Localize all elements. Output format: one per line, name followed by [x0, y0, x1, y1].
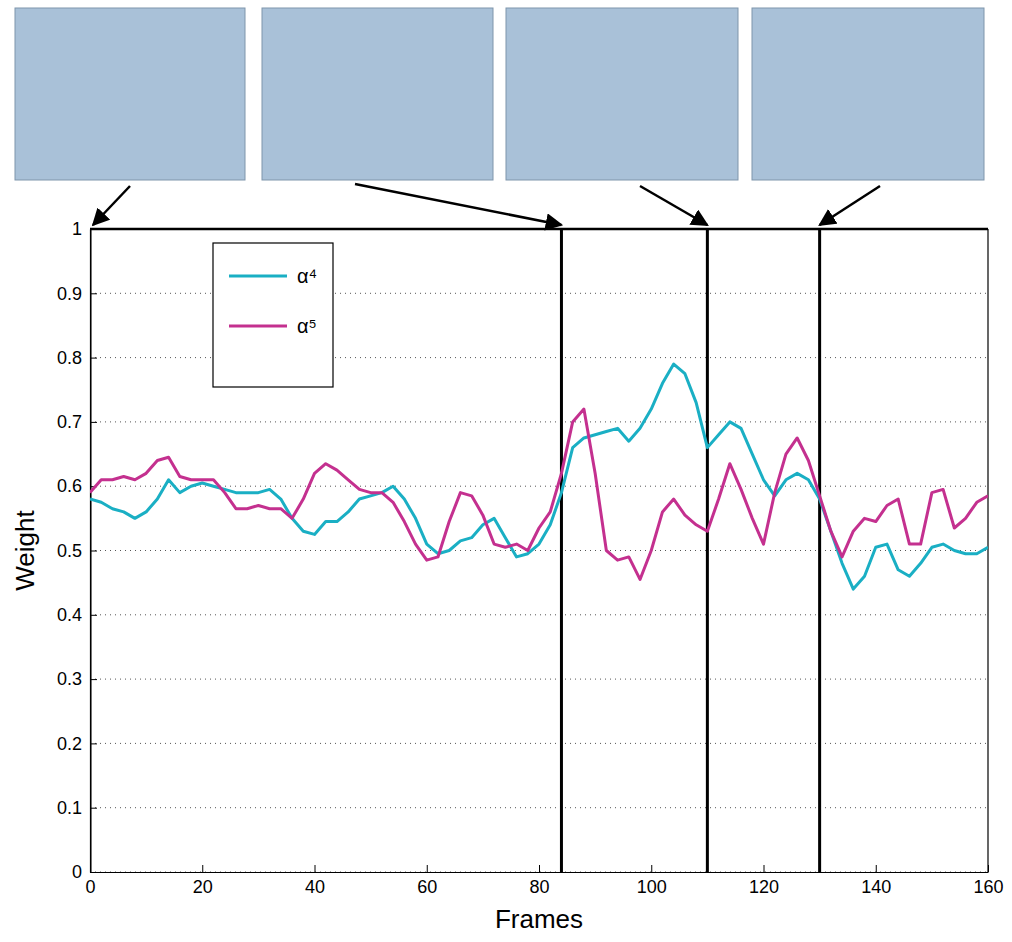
grid-line: [90, 421, 988, 422]
tick-mark: [539, 865, 540, 872]
tick: 80: [529, 865, 549, 897]
legend-box: [213, 243, 333, 387]
frame: [987, 229, 988, 872]
arrow: [640, 186, 707, 225]
tick-mark: [876, 865, 877, 872]
photo-placeholder: [506, 8, 738, 180]
grid: [90, 229, 988, 872]
tick-label: 1: [72, 219, 82, 239]
photo-placeholder: [15, 8, 245, 180]
tick-label: 100: [637, 877, 667, 897]
tick-label: 120: [749, 877, 779, 897]
legend-label: α⁴: [297, 265, 317, 287]
grid-line: [90, 229, 988, 230]
tick-label: 60: [417, 877, 437, 897]
grid-line: [90, 807, 988, 808]
tick-label: 140: [861, 877, 891, 897]
tick-mark: [764, 865, 765, 872]
frame-line: [818, 229, 821, 872]
tick-mark: [315, 865, 316, 872]
tick-label: 80: [529, 877, 549, 897]
tick: 0: [72, 862, 97, 882]
legend-swatch: [229, 325, 287, 328]
tick-mark: [202, 865, 203, 872]
tick-label: 0: [72, 862, 82, 882]
x-axis: 0 20 40 60 80 100 120 140 160: [85, 865, 1003, 897]
tick: 40: [305, 865, 325, 897]
tick-label: 0.4: [57, 605, 82, 625]
legend-label: α⁵: [297, 315, 317, 337]
series-line: [90, 409, 988, 579]
tick-label: 0.7: [57, 412, 82, 432]
photo-placeholder: [752, 8, 984, 180]
tick: 100: [637, 865, 667, 897]
arrow: [355, 184, 561, 225]
x-axis-title: Frames: [495, 904, 583, 934]
tick-label: 20: [193, 877, 213, 897]
frame-line: [706, 229, 709, 872]
grid-line: [90, 743, 988, 744]
photos: [15, 8, 984, 180]
frame-line: [560, 229, 563, 872]
chart: 0 20 40 60 80 100 120 140 160 0 0.1 0.2 0.3 0.4 0.5 0.6…: [0, 0, 1012, 942]
tick-mark: [90, 872, 97, 873]
tick-label: 0.3: [57, 669, 82, 689]
tick-mark: [651, 865, 652, 872]
tick: 140: [861, 865, 891, 897]
tick-mark: [427, 865, 428, 872]
photo-placeholder: [262, 8, 493, 180]
tick-label: 0.5: [57, 541, 82, 561]
grid-line: [90, 486, 988, 487]
tick-label: 0.8: [57, 348, 82, 368]
frame: [90, 228, 988, 231]
y-axis: 0 0.1 0.2 0.3 0.4 0.5 0.6 0.7 0.8 0.9 1: [57, 219, 97, 882]
legend: α⁴ α⁵: [213, 243, 333, 387]
axis-line: [90, 230, 91, 873]
tick-label: 0.9: [57, 284, 82, 304]
axis-line: [91, 872, 989, 873]
tick: 20: [193, 865, 213, 897]
tick-label: 0.1: [57, 798, 82, 818]
plot: 0 20 40 60 80 100 120 140 160 0 0.1 0.2 0.3 0.4 0.5 0.6…: [57, 219, 1004, 897]
tick-label: 40: [305, 877, 325, 897]
grid-line: [90, 679, 988, 680]
tick-label: 160: [973, 877, 1003, 897]
series-line: [90, 364, 988, 589]
grid-line: [90, 614, 988, 615]
arrow: [93, 186, 130, 225]
grid-line: [90, 550, 988, 551]
data-area: [90, 229, 988, 872]
legend-swatch: [229, 275, 287, 278]
arrow: [820, 186, 880, 225]
tick-label: 0: [85, 877, 95, 897]
y-axis-title: Weight: [10, 510, 40, 591]
tick: 120: [749, 865, 779, 897]
tick: 60: [417, 865, 437, 897]
tick-label: 0.6: [57, 476, 82, 496]
tick-label: 0.2: [57, 734, 82, 754]
frame-line: [90, 229, 92, 872]
